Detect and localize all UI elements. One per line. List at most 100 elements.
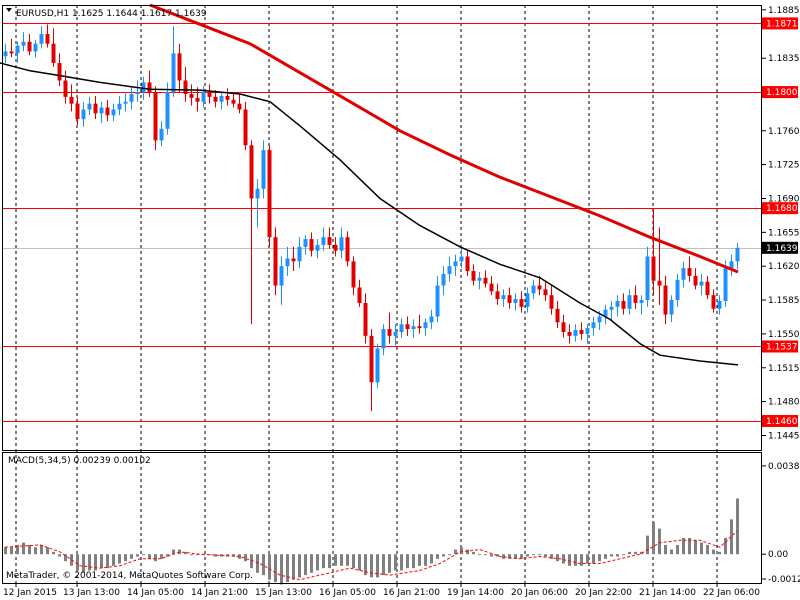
candle-body bbox=[159, 128, 164, 141]
macd-bar bbox=[46, 547, 49, 555]
time-tick-label: 16 Jan 21:00 bbox=[383, 588, 440, 598]
macd-bar bbox=[508, 554, 511, 559]
time-tick-label: 16 Jan 05:00 bbox=[319, 588, 376, 598]
macd-bar bbox=[352, 554, 355, 569]
level-label: 1.1537 bbox=[766, 342, 798, 352]
candle-body bbox=[279, 266, 284, 286]
macd-bar bbox=[94, 554, 97, 571]
candle-body bbox=[27, 41, 32, 52]
candle-body bbox=[357, 287, 362, 303]
candle-body bbox=[567, 331, 572, 336]
macd-bar bbox=[64, 554, 67, 562]
candle-body bbox=[435, 285, 440, 317]
macd-bar bbox=[652, 521, 655, 555]
macd-bar bbox=[658, 528, 661, 555]
macd-bar bbox=[646, 535, 649, 555]
macd-bar bbox=[298, 554, 301, 578]
macd-bar bbox=[268, 554, 271, 580]
candle-body bbox=[321, 237, 326, 245]
candle-body bbox=[261, 150, 266, 189]
candle-body bbox=[579, 330, 584, 334]
candle-body bbox=[141, 82, 146, 93]
macd-bar bbox=[130, 554, 133, 559]
macd-bar bbox=[148, 554, 151, 559]
macd-bar bbox=[736, 498, 739, 555]
price-tick-label: 1.1515 bbox=[768, 364, 800, 374]
grid-lines bbox=[15, 5, 718, 583]
macd-bar bbox=[490, 554, 493, 557]
candle-body bbox=[225, 95, 230, 100]
candle-body bbox=[189, 94, 194, 98]
macd-bar bbox=[322, 554, 325, 569]
macd-bar bbox=[724, 537, 727, 555]
candle-body bbox=[243, 109, 248, 146]
candle-body bbox=[621, 301, 626, 309]
candle-body bbox=[417, 326, 422, 329]
candle-body bbox=[135, 92, 140, 94]
candle-body bbox=[525, 293, 530, 307]
candle-body bbox=[633, 295, 638, 303]
candle-body bbox=[393, 331, 398, 336]
macd-bar bbox=[688, 537, 691, 555]
macd-bar bbox=[706, 544, 709, 555]
candle-body bbox=[273, 237, 278, 286]
candle-body bbox=[165, 92, 170, 129]
macd-bar bbox=[532, 554, 535, 556]
axis-labels: 1.1885 1.1835 1.1760 1.1725 1.1690 1.1655 1.16… bbox=[3, 6, 800, 598]
macd-bar bbox=[622, 554, 625, 556]
price-tick-label: 1.1480 bbox=[768, 398, 800, 408]
macd-tick-label: 0.0038 bbox=[768, 462, 800, 472]
level-label-box bbox=[762, 86, 798, 99]
macd-bar bbox=[610, 554, 613, 557]
candle-body bbox=[39, 34, 44, 44]
candle-body bbox=[123, 101, 128, 104]
macd-bar bbox=[220, 554, 223, 557]
macd-bar bbox=[154, 554, 157, 562]
macd-bar bbox=[124, 554, 127, 562]
candle-body bbox=[699, 281, 704, 286]
macd-bar bbox=[76, 554, 79, 571]
candle-body bbox=[69, 96, 74, 104]
macd-bar bbox=[286, 554, 289, 583]
candle-body bbox=[267, 150, 272, 238]
candle-body bbox=[45, 34, 50, 44]
macd-bar bbox=[58, 554, 61, 557]
candle-body bbox=[501, 295, 506, 300]
candle-body bbox=[663, 285, 668, 315]
macd-bar bbox=[730, 519, 733, 555]
candle-body bbox=[327, 237, 332, 245]
candle-body bbox=[33, 43, 38, 52]
level-label: 1.1800 bbox=[766, 88, 798, 98]
current-price-box bbox=[762, 241, 798, 254]
macd-bar bbox=[88, 554, 91, 571]
macd-bar bbox=[160, 554, 163, 559]
chart-frame bbox=[2, 5, 762, 584]
price-tick-label: 1.1620 bbox=[768, 262, 800, 272]
candle-body bbox=[507, 295, 512, 303]
candle-body bbox=[549, 295, 554, 309]
macd-bar bbox=[496, 554, 499, 557]
macd-bar bbox=[694, 540, 697, 555]
ma-fast-line bbox=[0, 62, 739, 366]
macd-bar bbox=[118, 554, 121, 564]
macd-bar bbox=[712, 549, 715, 555]
symbol-label: EURUSD,H1 bbox=[16, 9, 69, 19]
moving-averages bbox=[0, 3, 739, 366]
candle-body bbox=[9, 51, 14, 54]
candle-body bbox=[231, 99, 236, 104]
price-tick-label: 1.1760 bbox=[768, 127, 800, 137]
macd-bar bbox=[262, 554, 265, 576]
candle-body bbox=[573, 330, 578, 336]
candle-body bbox=[585, 328, 590, 334]
macd-bar bbox=[280, 554, 283, 585]
macd-bar bbox=[412, 554, 415, 569]
candle-body bbox=[657, 280, 662, 286]
candle-body bbox=[591, 322, 596, 329]
macd-bar bbox=[514, 554, 517, 559]
macd-signal-line bbox=[4, 530, 738, 581]
macd-bar bbox=[52, 551, 55, 555]
candle-body bbox=[543, 289, 548, 296]
macd-bar bbox=[214, 554, 217, 557]
level-label-box bbox=[762, 202, 798, 215]
candle-body bbox=[87, 103, 92, 110]
